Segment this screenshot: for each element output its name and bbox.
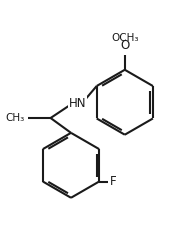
Text: CH₃: CH₃ (5, 113, 25, 123)
Text: F: F (110, 175, 117, 188)
Text: O: O (120, 39, 129, 52)
Text: OCH₃: OCH₃ (111, 33, 139, 43)
Text: HN: HN (69, 97, 86, 110)
